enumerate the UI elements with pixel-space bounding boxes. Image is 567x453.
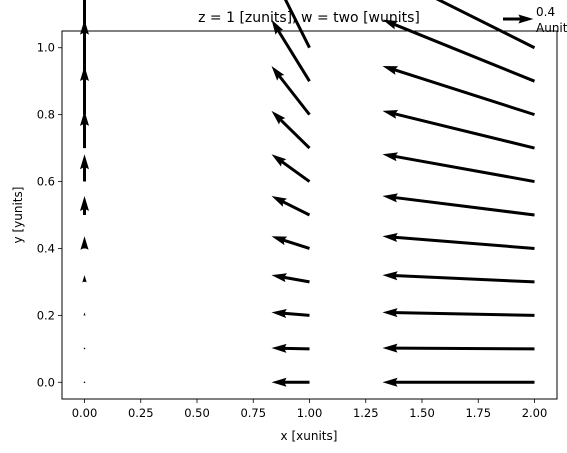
- vector-arrow: [382, 271, 535, 284]
- x-tick-label: 0.25: [128, 406, 154, 420]
- x-tick-label: 1.75: [465, 406, 491, 420]
- vector-arrow: [271, 196, 311, 217]
- chart-title: z = 1 [zunits], w = two [wunits]: [198, 10, 420, 26]
- y-tick-label: 0.0: [37, 375, 55, 389]
- y-tick-label: 1.0: [37, 41, 55, 55]
- vector-arrow: [283, 0, 311, 49]
- vector-arrow: [271, 309, 310, 319]
- vector-arrow: [271, 154, 311, 183]
- vector-arrow: [382, 377, 535, 387]
- x-axis-label: x [xunits]: [281, 429, 338, 443]
- x-tick-label: 0.00: [72, 406, 98, 420]
- vector-arrow: [83, 381, 86, 383]
- vector-arrow: [82, 275, 87, 283]
- x-tick-label: 1.50: [409, 406, 435, 420]
- quiver-key-unit: Aunit: [536, 21, 567, 35]
- vector-arrow: [80, 196, 89, 215]
- y-tick-label: 0.2: [37, 308, 55, 322]
- quiver-key-arrow: [503, 14, 534, 24]
- vector-field: [80, 0, 536, 387]
- vector-arrow: [382, 308, 535, 318]
- vector-arrow: [271, 273, 310, 284]
- x-tick-label: 2.00: [522, 406, 548, 420]
- x-tick-label: 1.00: [297, 406, 323, 420]
- y-axis-label: y [yunits]: [11, 187, 25, 244]
- vector-arrow: [435, 0, 536, 50]
- y-tick-label: 0.4: [37, 241, 55, 255]
- vector-arrow: [271, 110, 311, 150]
- vector-arrow: [271, 19, 311, 82]
- vector-arrow: [80, 154, 89, 182]
- vector-arrow: [80, 236, 89, 250]
- vector-arrow: [382, 343, 535, 353]
- y-tick-label: 0.6: [37, 175, 55, 189]
- vector-arrow: [80, 19, 89, 82]
- vector-arrow: [83, 0, 86, 48]
- vector-arrow: [271, 66, 311, 116]
- x-tick-label: 1.25: [353, 406, 379, 420]
- x-tick-label: 0.75: [240, 406, 266, 420]
- x-tick-label: 0.50: [184, 406, 210, 420]
- vector-arrow: [80, 110, 89, 149]
- vector-arrow: [382, 193, 535, 217]
- vector-arrow: [83, 312, 86, 316]
- vector-arrow: [271, 236, 310, 250]
- y-axis-ticks: 0.0 0.2 0.4 0.6 0.8 1.0: [37, 41, 62, 389]
- vector-arrow: [271, 377, 310, 387]
- quiver-key-value: 0.4: [536, 5, 555, 19]
- vector-arrow: [382, 66, 535, 117]
- x-axis-ticks: 0.00 0.25 0.50 0.75 1.00 1.25 1.50 1.75 2.00: [72, 399, 548, 420]
- vector-arrow: [382, 152, 535, 184]
- vector-arrow: [83, 347, 86, 350]
- vector-arrow: [382, 19, 536, 83]
- y-tick-label: 0.8: [37, 108, 55, 122]
- vector-arrow: [80, 66, 89, 115]
- vector-arrow: [382, 110, 535, 150]
- vector-arrow: [271, 343, 310, 353]
- quiver-key: 0.4 Aunit: [503, 5, 567, 35]
- vector-arrow: [382, 233, 535, 250]
